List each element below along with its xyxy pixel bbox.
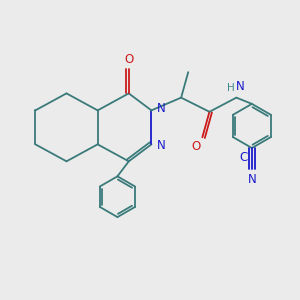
Text: N: N xyxy=(236,80,245,92)
Text: H: H xyxy=(227,82,235,92)
Text: N: N xyxy=(248,173,257,187)
Text: O: O xyxy=(125,53,134,67)
Text: O: O xyxy=(191,140,201,153)
Text: N: N xyxy=(157,139,165,152)
Text: C: C xyxy=(240,151,248,164)
Text: N: N xyxy=(157,103,165,116)
